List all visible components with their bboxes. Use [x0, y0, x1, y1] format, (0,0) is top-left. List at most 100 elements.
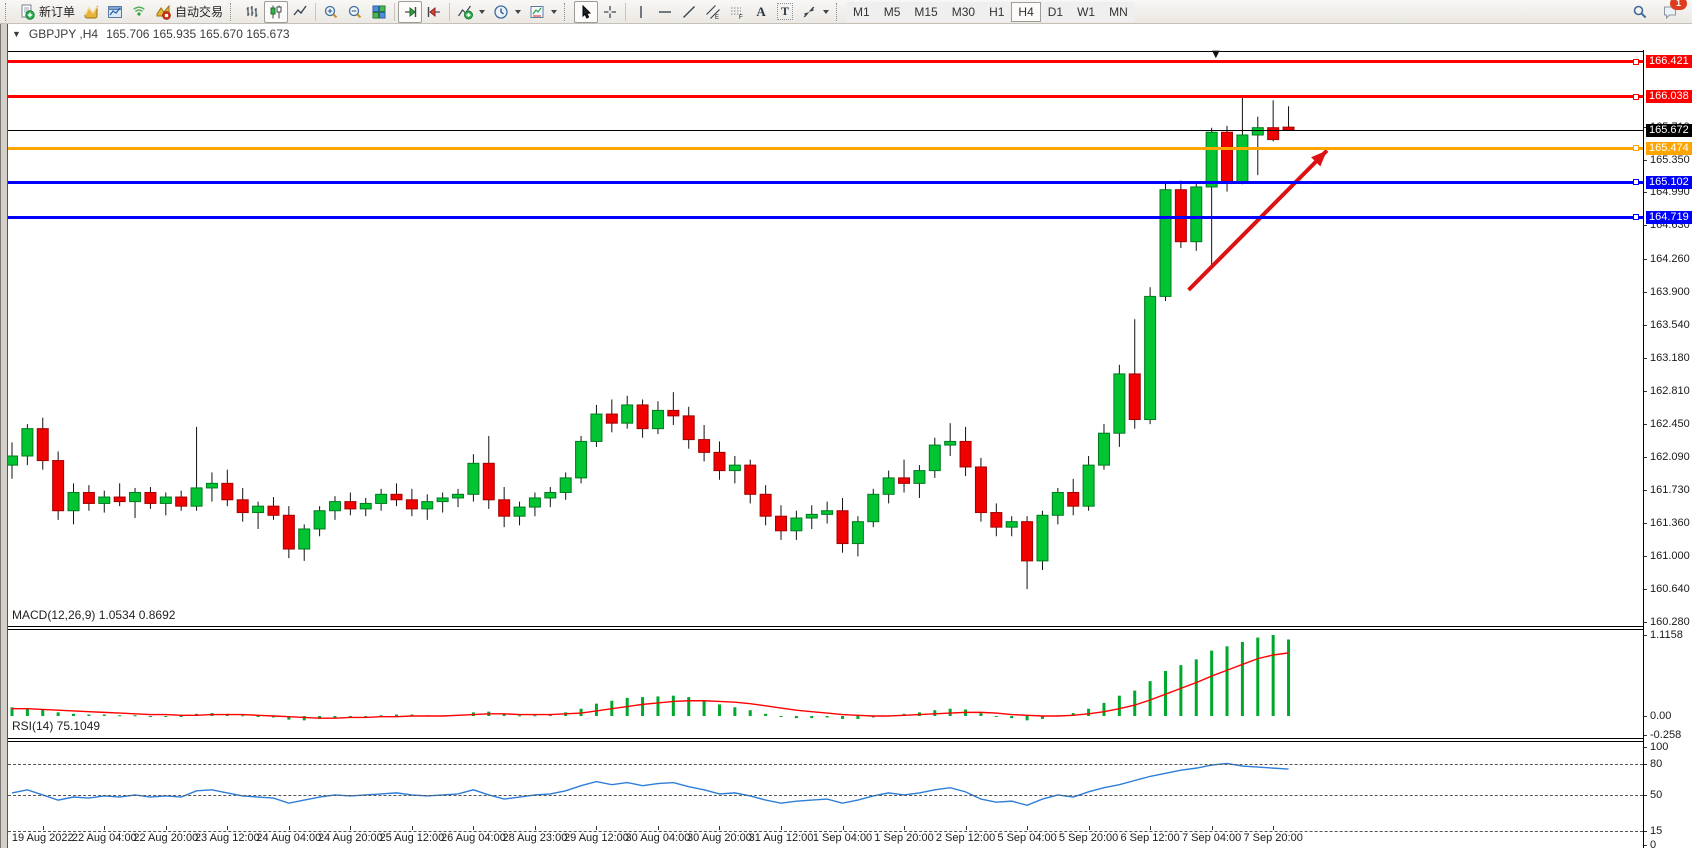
- price-axis-tick: [1643, 424, 1647, 426]
- autotrading-button[interactable]: 自动交易: [151, 1, 227, 23]
- indicators-button[interactable]: [453, 1, 489, 23]
- trendline-tool-button[interactable]: [677, 1, 701, 23]
- bearish-candle: [1021, 521, 1034, 562]
- macd-histogram-bar: [671, 695, 675, 716]
- equidistant-channel-tool-button[interactable]: E: [701, 1, 725, 23]
- vertical-line-tool-button[interactable]: [629, 1, 653, 23]
- periods-button[interactable]: [489, 1, 525, 23]
- signals-button[interactable]: [127, 1, 151, 23]
- search-button[interactable]: [1628, 1, 1652, 23]
- chart-window[interactable]: [0, 24, 1692, 848]
- bullish-candle: [252, 505, 265, 514]
- text-tool-button[interactable]: A: [749, 1, 773, 23]
- arrows-tool-button[interactable]: [797, 1, 833, 23]
- templates-button[interactable]: [525, 1, 561, 23]
- candlestick-chart-button[interactable]: [264, 0, 289, 23]
- bullish-candle: [21, 428, 34, 457]
- time-axis-tick: [904, 826, 906, 830]
- line-right-handle[interactable]: [1633, 179, 1639, 186]
- toolbar-grip[interactable]: [230, 2, 235, 21]
- trend-arrow-line[interactable]: [1187, 149, 1329, 292]
- bullish-candle: [190, 487, 203, 507]
- timeframe-w1-button[interactable]: W1: [1070, 1, 1103, 22]
- panel-border: [8, 741, 1643, 742]
- macd-histogram-bar: [856, 715, 860, 719]
- line-right-handle[interactable]: [1633, 58, 1639, 65]
- zoom-out-button[interactable]: [343, 1, 367, 23]
- time-axis-tick: [288, 826, 290, 830]
- chart-symbol-period: GBPJPY ,H4: [28, 27, 99, 41]
- horizontal-line-object[interactable]: [8, 95, 1643, 99]
- new-order-button[interactable]: 新订单: [15, 1, 79, 23]
- text-label-tool-button[interactable]: T: [773, 1, 797, 23]
- horizontal-line-object[interactable]: [8, 180, 1643, 184]
- trend-arrow-head[interactable]: [1311, 150, 1327, 167]
- timeframe-mn-button[interactable]: MN: [1102, 1, 1135, 22]
- macd-histogram-bar: [241, 715, 245, 717]
- svg-text:F: F: [739, 15, 743, 20]
- rsi-axis-tick: [1643, 747, 1647, 748]
- new-order-icon: [21, 4, 35, 20]
- tile-windows-button[interactable]: [367, 1, 391, 23]
- chart-shift-marker[interactable]: ▼: [1212, 49, 1220, 60]
- chart-shift-button[interactable]: [422, 1, 446, 23]
- bullish-candle: [421, 501, 434, 510]
- time-axis-tick: [42, 826, 44, 830]
- bullish-candle: [790, 517, 803, 532]
- horizontal-line-icon: [659, 10, 672, 13]
- horizontal-line-tool-button[interactable]: [653, 1, 677, 23]
- new-chart-button[interactable]: [79, 1, 103, 23]
- macd-histogram-bar: [1194, 659, 1198, 716]
- macd-histogram-bar: [548, 714, 552, 716]
- macd-histogram-bar: [164, 715, 168, 717]
- macd-histogram-bar: [641, 697, 645, 716]
- bullish-candle: [1236, 134, 1249, 183]
- bullish-candle: [513, 506, 526, 517]
- new-order-label: 新订单: [39, 5, 76, 19]
- bar-chart-button[interactable]: [240, 1, 264, 23]
- bullish-candle: [98, 496, 111, 504]
- toolbar-grip[interactable]: [836, 2, 841, 21]
- cursor-tool-button[interactable]: [574, 0, 599, 23]
- autotrading-icon: [156, 4, 171, 20]
- bullish-candle: [867, 493, 880, 523]
- line-chart-button[interactable]: [288, 1, 312, 23]
- timeframe-m5-button[interactable]: M5: [876, 1, 908, 22]
- timeframe-m15-button[interactable]: M15: [907, 1, 945, 22]
- line-right-handle[interactable]: [1633, 145, 1639, 152]
- macd-histogram-bar: [1087, 708, 1091, 716]
- toolbar-grip[interactable]: [564, 2, 569, 21]
- time-axis-tick: [473, 826, 475, 830]
- line-right-handle[interactable]: [1633, 93, 1639, 100]
- timeframe-h1-button[interactable]: H1: [982, 1, 1012, 22]
- time-axis-label: 7 Sep 20:00: [1243, 832, 1303, 844]
- timeframe-m30-button[interactable]: M30: [944, 1, 983, 22]
- price-line-badge: 165.102: [1646, 175, 1692, 189]
- zoom-in-icon: [324, 5, 338, 18]
- dropdown-caret-icon: [823, 9, 830, 14]
- auto-scroll-button[interactable]: [398, 0, 423, 23]
- price-line-badge: 166.421: [1646, 55, 1692, 69]
- timeframe-h4-button[interactable]: H4: [1011, 1, 1041, 22]
- timeframe-d1-button[interactable]: D1: [1040, 1, 1071, 22]
- zoom-in-button[interactable]: [319, 1, 343, 23]
- navigator-button[interactable]: [103, 1, 127, 23]
- time-axis-tick: [657, 826, 659, 830]
- price-axis-tick: [1643, 225, 1647, 227]
- horizontal-line-object[interactable]: [8, 215, 1643, 219]
- time-axis-label: 6 Sep 12:00: [1120, 832, 1180, 844]
- price-axis-label: 161.360: [1650, 517, 1690, 530]
- toolbar-grip[interactable]: [5, 2, 10, 21]
- notifications-button[interactable]: 1: [1658, 0, 1687, 23]
- line-right-handle[interactable]: [1633, 214, 1639, 221]
- crosshair-tool-button[interactable]: [598, 1, 622, 23]
- timeframe-m1-button[interactable]: M1: [846, 1, 877, 22]
- bearish-candle: [482, 462, 495, 501]
- time-axis-tick: [534, 826, 536, 830]
- time-axis-label: 25 Aug 12:00: [379, 832, 445, 844]
- fibonacci-tool-button[interactable]: F: [725, 1, 749, 23]
- rsi-axis-tick: [1643, 845, 1647, 846]
- horizontal-line-object[interactable]: [8, 60, 1643, 64]
- horizontal-line-object[interactable]: [8, 146, 1643, 150]
